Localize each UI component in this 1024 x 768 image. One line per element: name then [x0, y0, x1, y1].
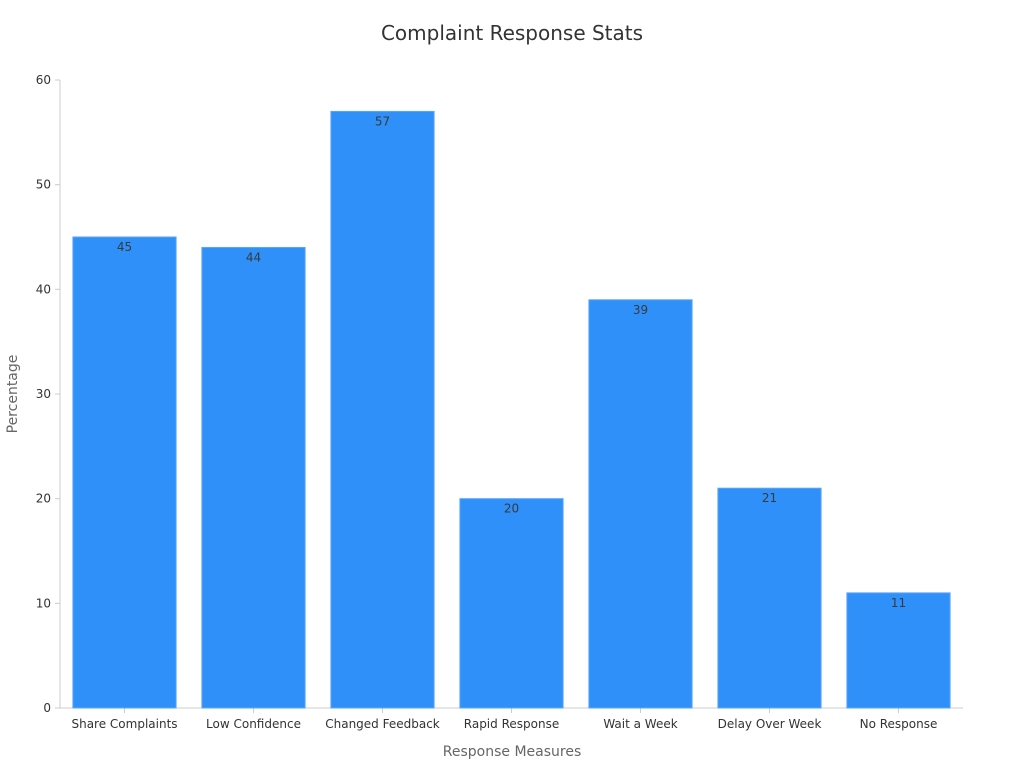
bar[interactable] [717, 487, 822, 709]
x-tick-label: Changed Feedback [325, 717, 440, 731]
bar-value-label: 57 [375, 114, 390, 128]
bar[interactable] [330, 110, 435, 709]
x-tick-label: Wait a Week [603, 717, 677, 731]
x-axis-title: Response Measures [443, 744, 581, 760]
y-tick-label: 50 [36, 178, 51, 192]
y-tick-label: 40 [36, 282, 51, 296]
bar-value-label: 44 [246, 250, 261, 264]
y-axis: 0 10 20 30 40 50 60 [36, 73, 61, 715]
x-axis: Share Complaints Low Confidence Changed Fe… [60, 707, 963, 731]
bar[interactable] [846, 592, 951, 709]
y-axis-title: Percentage [5, 355, 21, 434]
bar-value-label: 20 [504, 502, 519, 516]
x-tick-label: No Response [860, 717, 938, 731]
y-tick-label: 20 [36, 492, 51, 506]
x-tick-label: Low Confidence [206, 717, 301, 731]
chart-title: Complaint Response Stats [381, 21, 643, 45]
bars [72, 110, 951, 709]
bar-value-label: 39 [633, 303, 648, 317]
y-tick-label: 30 [36, 387, 51, 401]
bar-value-label: 45 [117, 240, 132, 254]
y-tick-label: 10 [36, 596, 51, 610]
bar[interactable] [72, 236, 177, 709]
x-tick-label: Rapid Response [464, 717, 559, 731]
bar[interactable] [588, 299, 693, 709]
y-tick-label: 0 [43, 701, 51, 715]
x-tick-label: Share Complaints [71, 717, 177, 731]
bar-value-label: 21 [762, 491, 777, 505]
y-tick-label: 60 [36, 73, 51, 87]
bar[interactable] [459, 498, 564, 709]
bar-value-label: 11 [891, 596, 906, 610]
x-tick-label: Delay Over Week [718, 717, 822, 731]
data-labels: 45 44 57 20 39 21 11 [117, 114, 906, 609]
bar[interactable] [201, 246, 306, 709]
